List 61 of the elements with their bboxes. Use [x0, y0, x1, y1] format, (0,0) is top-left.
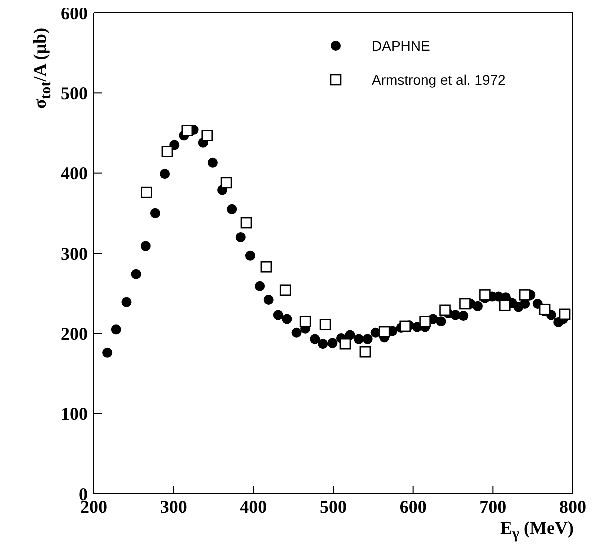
point: [400, 320, 411, 332]
point: [480, 290, 491, 301]
point: [236, 232, 246, 242]
point: [141, 186, 152, 198]
point: [292, 328, 302, 338]
point: [340, 338, 352, 350]
point: [354, 334, 364, 344]
y-tick-label: 100: [61, 404, 88, 424]
point: [539, 304, 551, 316]
point: [122, 297, 132, 308]
point: [140, 241, 151, 252]
point: [150, 208, 160, 218]
x-tick-label: 600: [400, 496, 427, 517]
point: [260, 261, 272, 273]
x-tick-label: 700: [480, 496, 507, 517]
point: [255, 281, 266, 292]
y-tick-label: 400: [61, 164, 88, 184]
point: [310, 334, 320, 344]
point: [328, 338, 338, 348]
point: [318, 339, 328, 350]
point: [420, 316, 431, 328]
y-tick-label: 200: [61, 324, 88, 344]
legend-label: Armstrong et al. 1972: [372, 72, 506, 88]
x-tick-label: 300: [160, 496, 188, 517]
point: [436, 316, 446, 327]
point: [245, 250, 256, 261]
point: [102, 348, 113, 358]
point: [208, 158, 218, 168]
x-tick-label: 500: [320, 496, 347, 517]
point: [519, 290, 531, 301]
point: [111, 324, 122, 335]
point: [300, 316, 312, 328]
point: [160, 169, 170, 180]
point: [240, 217, 252, 229]
point: [280, 284, 292, 296]
point: [473, 301, 483, 312]
point: [227, 204, 238, 214]
point: [378, 326, 390, 338]
x-tick-label: 800: [560, 496, 586, 517]
point: [273, 310, 284, 320]
point: [460, 298, 471, 310]
point: [360, 346, 372, 358]
y-tick-label: 500: [61, 84, 88, 104]
point: [202, 130, 214, 142]
point: [162, 146, 174, 158]
point: [499, 300, 511, 312]
point: [345, 330, 356, 340]
x-axis-title: E$_{γ}$ (MeV): [500, 518, 574, 545]
y-tick-label: 300: [61, 244, 88, 264]
legend-label: DAPHNE: [372, 38, 430, 54]
point: [458, 311, 469, 322]
point: [282, 314, 292, 324]
x-tick-label: 400: [240, 496, 268, 517]
point: [220, 177, 232, 189]
point: [264, 294, 274, 305]
point: [320, 319, 332, 330]
point: [131, 269, 142, 280]
point: [559, 308, 571, 320]
point: [362, 334, 373, 344]
point: [440, 304, 451, 316]
point: [182, 125, 194, 136]
